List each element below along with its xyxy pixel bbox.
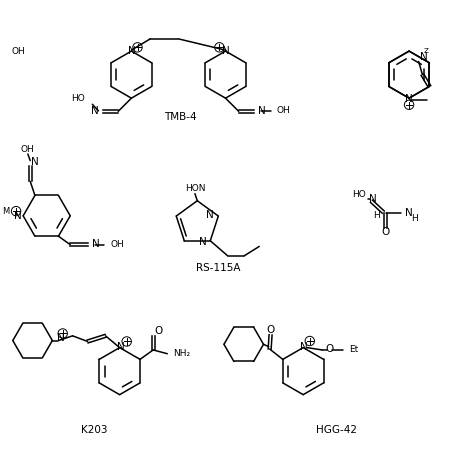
Text: O: O (382, 228, 390, 237)
Text: N: N (369, 194, 377, 204)
Text: OH: OH (111, 240, 125, 249)
Text: OH: OH (11, 46, 25, 55)
Text: N: N (405, 208, 413, 218)
Text: N: N (92, 239, 100, 249)
Text: K203: K203 (81, 425, 107, 435)
Text: TMB-4: TMB-4 (164, 112, 197, 122)
Text: N: N (15, 211, 22, 221)
Text: O: O (154, 326, 163, 336)
Text: N: N (222, 46, 229, 56)
Text: HO: HO (352, 190, 366, 199)
Text: Et: Et (349, 345, 358, 354)
Text: N: N (258, 106, 266, 116)
Text: RS-115A: RS-115A (196, 263, 241, 273)
Text: HGG-42: HGG-42 (316, 425, 356, 435)
Text: NH₂: NH₂ (173, 349, 190, 358)
Text: N: N (31, 156, 39, 166)
Text: N: N (206, 210, 214, 219)
Text: H: H (373, 211, 380, 220)
Text: HON: HON (185, 184, 205, 193)
Text: OH: OH (277, 106, 291, 115)
Text: N: N (420, 52, 428, 62)
Text: N: N (57, 333, 65, 343)
Text: H: H (411, 214, 418, 223)
Text: Z: Z (423, 48, 428, 54)
Text: N: N (199, 237, 207, 247)
Text: M: M (2, 207, 9, 216)
Text: N: N (128, 46, 135, 56)
Text: N: N (117, 342, 125, 352)
Text: O: O (266, 325, 275, 335)
Text: O: O (325, 344, 333, 354)
Text: OH: OH (21, 145, 35, 154)
Text: HO: HO (71, 94, 85, 103)
Text: N: N (405, 94, 413, 104)
Text: N: N (300, 342, 308, 352)
Text: N: N (91, 106, 99, 116)
